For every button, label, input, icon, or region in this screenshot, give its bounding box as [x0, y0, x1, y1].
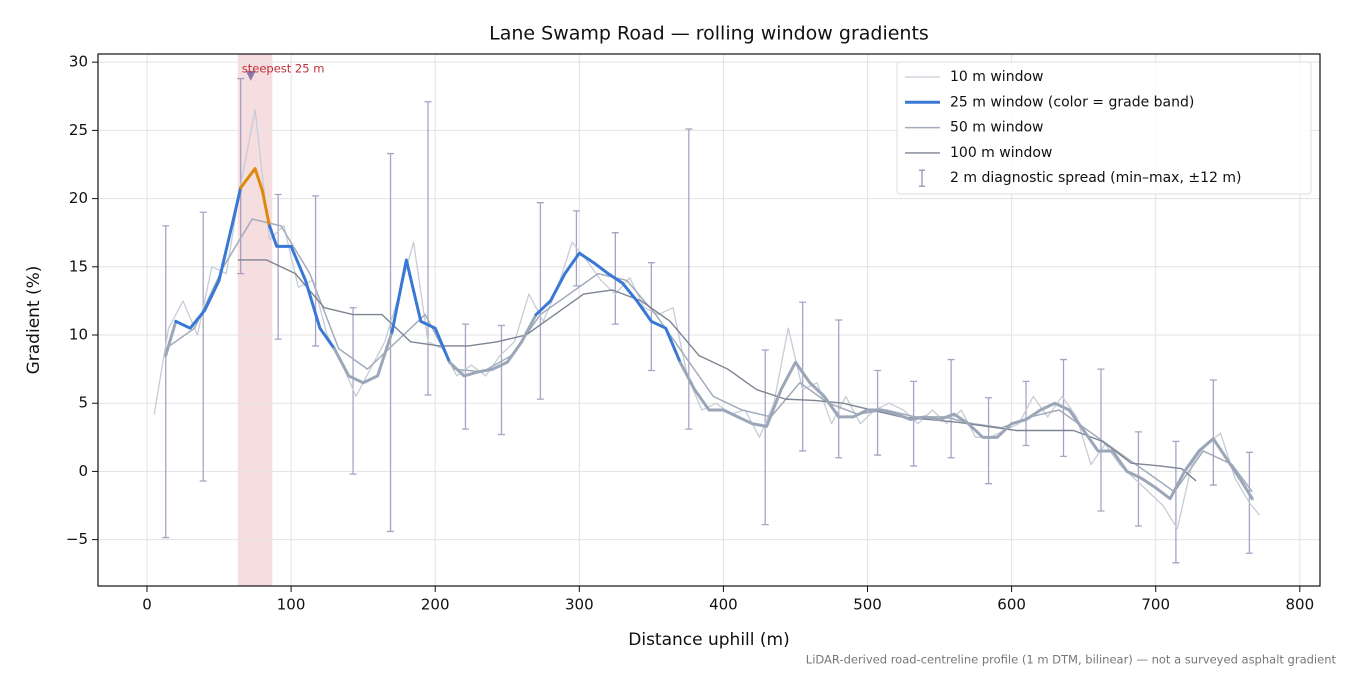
y-tick-label: −5 — [66, 530, 88, 548]
series-line — [534, 251, 682, 364]
footnote: LiDAR-derived road-centreline profile (1… — [806, 653, 1337, 667]
y-tick-label: 30 — [69, 53, 88, 71]
plot-frame — [97, 53, 1321, 587]
error-bar — [199, 211, 207, 482]
x-tick-label: 500 — [853, 596, 882, 614]
error-bar — [947, 358, 955, 459]
series-line — [448, 313, 538, 378]
x-tick-label: 600 — [997, 596, 1026, 614]
x-tick-label: 400 — [709, 596, 738, 614]
error-bar — [274, 193, 282, 340]
legend-swatch — [919, 169, 925, 187]
annotation-text: steepest 25 m — [242, 61, 325, 75]
x-tick-label: 0 — [142, 596, 152, 614]
x-tick-label: 800 — [1286, 596, 1315, 614]
x-tick-label: 200 — [421, 596, 450, 614]
error-bar — [424, 101, 432, 396]
series-line — [174, 186, 243, 330]
y-axis-label: Gradient (%) — [24, 266, 44, 375]
legend-box — [896, 61, 1312, 195]
legend-label: 100 m window — [950, 145, 1052, 161]
y-tick-label: 25 — [69, 121, 88, 139]
error-bar — [835, 319, 843, 459]
y-tick-label: 0 — [78, 462, 88, 480]
error-bar — [312, 195, 320, 347]
legend-label: 2 m diagnostic spread (min–max, ±12 m) — [950, 170, 1241, 186]
error-bar — [536, 202, 544, 400]
legend-label: 25 m window (color = grade band) — [950, 94, 1194, 110]
error-bar — [910, 380, 918, 467]
x-tick-label: 100 — [277, 596, 306, 614]
legend-label: 10 m window — [950, 69, 1043, 85]
y-tick-label: 10 — [69, 326, 88, 344]
series-line — [239, 167, 271, 228]
annotation-marker — [245, 70, 256, 81]
error-bar — [874, 369, 882, 456]
error-bar — [1209, 379, 1217, 486]
chart-title: Lane Swamp Road — rolling window gradien… — [489, 23, 929, 45]
error-bar — [761, 349, 769, 526]
error-bar — [647, 262, 655, 372]
x-axis-label: Distance uphill (m) — [628, 630, 789, 650]
error-bar — [1172, 440, 1180, 564]
y-tick-label: 20 — [69, 189, 88, 207]
legend-label: 50 m window — [950, 120, 1043, 136]
y-tick-label: 15 — [69, 257, 88, 275]
error-bar — [497, 324, 505, 436]
highlight-span — [237, 54, 273, 586]
error-bar — [1022, 380, 1030, 447]
error-bar — [387, 152, 395, 533]
series-line — [678, 360, 1254, 501]
y-tick-label: 5 — [78, 394, 88, 412]
series-line — [332, 330, 394, 385]
series-line — [267, 224, 336, 351]
series-line — [237, 259, 1197, 482]
x-tick-label: 700 — [1141, 596, 1170, 614]
error-bar — [237, 77, 245, 275]
error-bar — [1134, 431, 1142, 527]
error-bar — [162, 225, 170, 539]
error-bar — [985, 397, 993, 485]
error-bar — [799, 301, 807, 452]
series-line — [164, 319, 178, 357]
series-line — [390, 258, 452, 364]
x-tick-label: 300 — [565, 596, 594, 614]
